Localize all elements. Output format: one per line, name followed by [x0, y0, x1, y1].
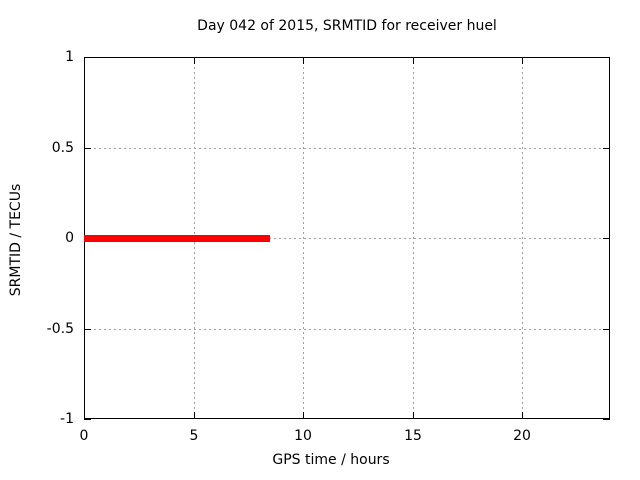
- y-tick-right: [603, 329, 610, 330]
- y-gridline: [84, 148, 610, 149]
- y-tick-label: -0.5: [46, 321, 74, 337]
- series-line: [84, 235, 270, 242]
- x-axis-label: GPS time / hours: [272, 452, 390, 468]
- y-tick-label: 1: [65, 49, 74, 65]
- x-tick-top: [522, 57, 523, 64]
- y-tick-right: [603, 419, 610, 420]
- x-tick-label: 20: [513, 428, 531, 444]
- x-tick-label: 15: [404, 428, 422, 444]
- y-tick-left: [84, 57, 91, 58]
- x-tick-bottom: [522, 412, 523, 419]
- x-tick-bottom: [194, 412, 195, 419]
- chart-title: Day 042 of 2015, SRMTID for receiver hue…: [197, 18, 497, 34]
- x-tick-top: [194, 57, 195, 64]
- x-tick-label: 0: [79, 428, 89, 444]
- y-tick-left: [84, 419, 91, 420]
- x-tick-top: [303, 57, 304, 64]
- y-tick-label: -1: [60, 411, 74, 427]
- x-tick-bottom: [303, 412, 304, 419]
- y-tick-right: [603, 57, 610, 58]
- x-tick-label: 10: [294, 428, 312, 444]
- y-tick-right: [603, 238, 610, 239]
- x-tick-label: 5: [189, 428, 199, 444]
- y-tick-label: 0.5: [51, 140, 74, 156]
- y-tick-left: [84, 329, 91, 330]
- y-gridline: [84, 329, 610, 330]
- x-tick-top: [413, 57, 414, 64]
- x-tick-bottom: [413, 412, 414, 419]
- y-tick-right: [603, 148, 610, 149]
- x-tick-bottom: [84, 412, 85, 419]
- y-tick-label: 0: [65, 230, 74, 246]
- y-gridline: [84, 238, 610, 239]
- x-tick-top: [84, 57, 85, 64]
- y-tick-left: [84, 148, 91, 149]
